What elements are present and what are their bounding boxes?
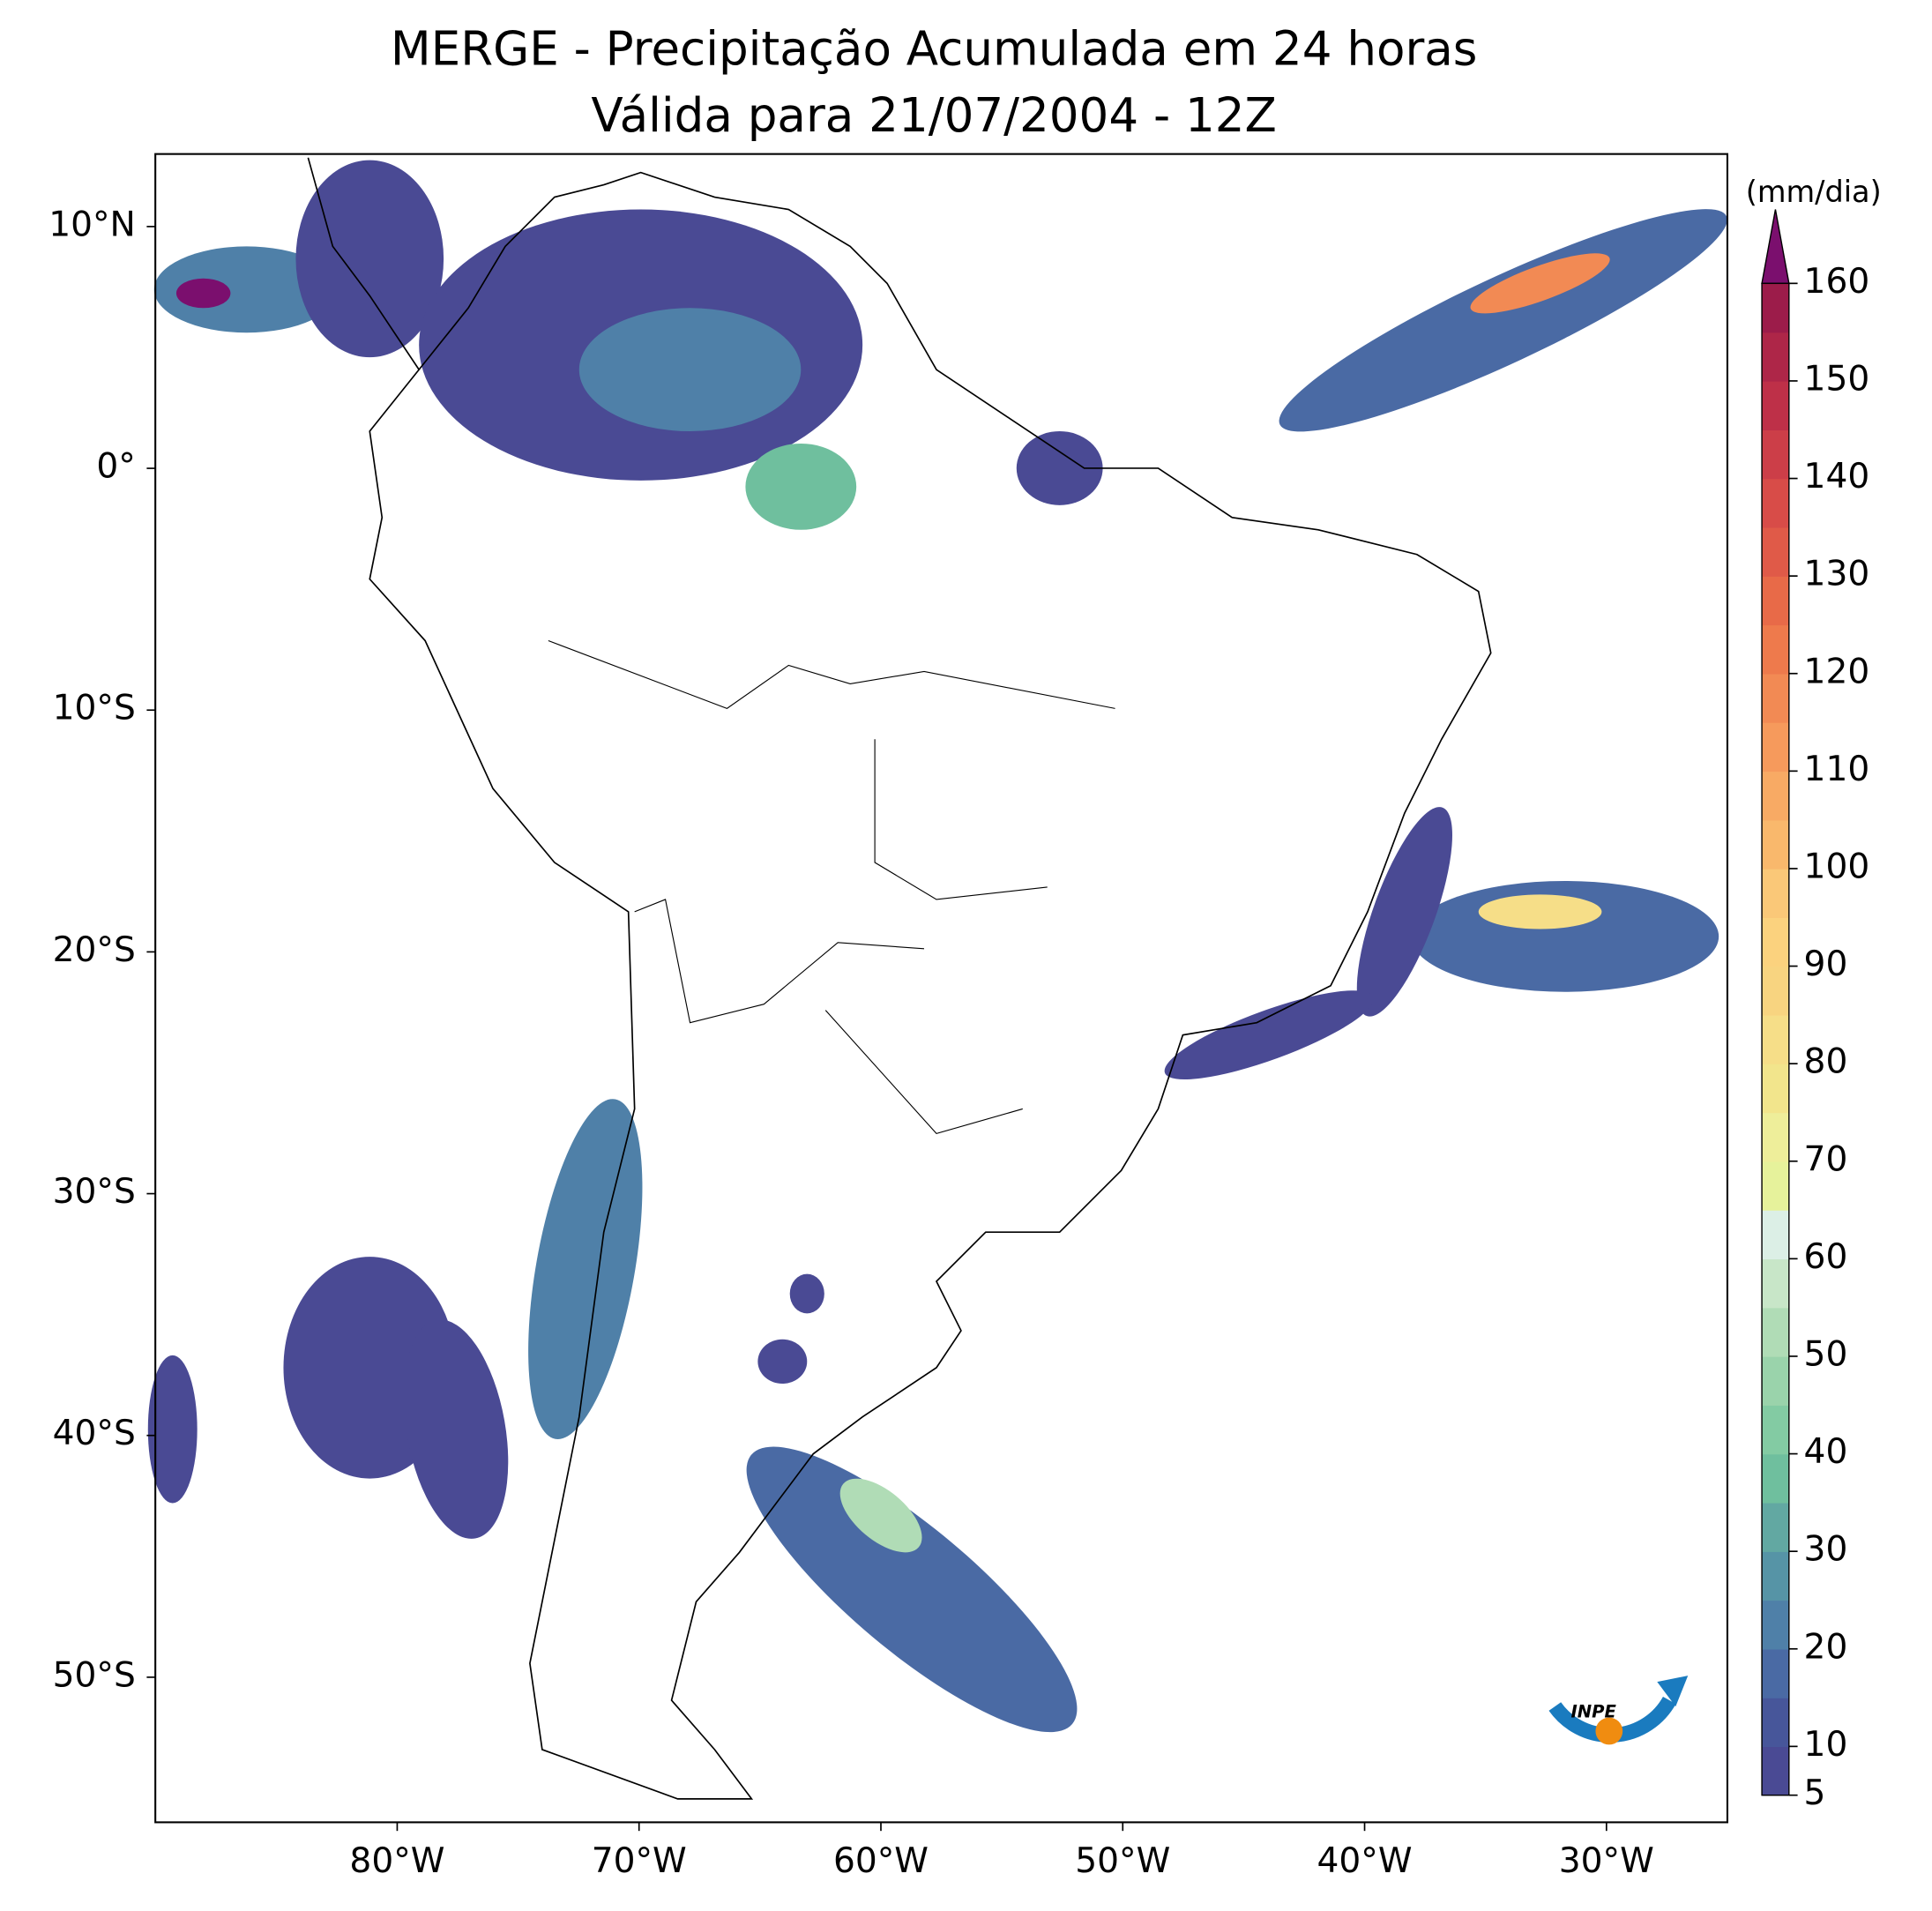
colorbar-band bbox=[1762, 673, 1789, 723]
colorbar-band bbox=[1762, 332, 1789, 382]
rain-area bbox=[175, 278, 231, 309]
colorbar-band bbox=[1762, 1648, 1789, 1698]
y-tick-label: 50°S bbox=[53, 1655, 136, 1695]
colorbar-band bbox=[1762, 868, 1789, 918]
map-frame bbox=[154, 153, 1728, 1824]
logo: INPE bbox=[1548, 1676, 1689, 1745]
colorbar-band bbox=[1762, 1161, 1789, 1211]
rain-area bbox=[578, 308, 802, 432]
rain-area bbox=[147, 1355, 198, 1504]
y-tick-label: 10°S bbox=[53, 689, 136, 728]
colorbar-tick-label: 70 bbox=[1804, 1139, 1848, 1179]
colorbar-tick-label: 10 bbox=[1804, 1725, 1848, 1765]
colorbar-band bbox=[1762, 1355, 1789, 1406]
colorbar-band bbox=[1762, 624, 1789, 675]
rain-area bbox=[1279, 209, 1727, 432]
y-tick-label: 0° bbox=[96, 447, 135, 487]
colorbar-tick-label: 20 bbox=[1804, 1627, 1848, 1667]
logo-text: INPE bbox=[1571, 1702, 1617, 1722]
colorbar-tick-label: 110 bbox=[1804, 750, 1870, 789]
colorbar-band bbox=[1762, 1210, 1789, 1260]
colorbar-band bbox=[1762, 429, 1789, 480]
colorbar-band bbox=[1762, 1698, 1789, 1748]
colorbar-tick-label: 5 bbox=[1804, 1773, 1826, 1813]
rain-area bbox=[757, 1339, 808, 1385]
colorbar-tick-label: 50 bbox=[1804, 1334, 1848, 1374]
colorbar-band bbox=[1762, 1453, 1789, 1504]
x-tick-label: 40°W bbox=[1317, 1841, 1413, 1881]
colorbar-band bbox=[1762, 283, 1789, 333]
logo-dot bbox=[1595, 1717, 1623, 1745]
rain-area bbox=[839, 1478, 922, 1553]
colorbar-tick-label: 40 bbox=[1804, 1432, 1848, 1472]
rain-area bbox=[1470, 253, 1610, 314]
rain-area bbox=[789, 1273, 824, 1314]
rain-area bbox=[1478, 894, 1602, 929]
borders bbox=[548, 640, 1115, 1135]
colorbar-label: (mm/dia) bbox=[1746, 175, 1882, 209]
y-tick-label: 40°S bbox=[53, 1414, 136, 1453]
colorbar-band bbox=[1762, 1551, 1789, 1601]
x-tick-label: 70°W bbox=[592, 1841, 687, 1881]
colorbar-band bbox=[1762, 1064, 1789, 1114]
rain-area bbox=[745, 443, 857, 530]
rain-area bbox=[153, 246, 339, 333]
colorbar-band bbox=[1762, 819, 1789, 870]
title: MERGE - Precipitação Acumulada em 24 hor… bbox=[391, 21, 1478, 76]
rain-area bbox=[528, 1099, 643, 1439]
colorbar-band bbox=[1762, 1112, 1789, 1162]
colorbar-band bbox=[1762, 1600, 1789, 1650]
colorbar-tick-label: 100 bbox=[1804, 847, 1870, 886]
rain-area bbox=[1356, 807, 1452, 1017]
colorbar-tick-label: 120 bbox=[1804, 652, 1870, 691]
colorbar-band bbox=[1762, 771, 1789, 821]
subtitle: Válida para 21/07/2004 - 12Z bbox=[591, 88, 1276, 143]
colorbar-band bbox=[1762, 1258, 1789, 1309]
colorbar-band bbox=[1762, 526, 1789, 577]
x-tick-label: 50°W bbox=[1075, 1841, 1170, 1881]
y-tick-label: 10°N bbox=[48, 205, 136, 244]
y-tick-label: 30°S bbox=[53, 1172, 136, 1212]
colorbar-band bbox=[1762, 1746, 1789, 1796]
y-tick-label: 20°S bbox=[53, 930, 136, 970]
colorbar-tick-label: 150 bbox=[1804, 359, 1870, 399]
rain-area bbox=[295, 160, 444, 358]
rain-area bbox=[746, 1446, 1078, 1733]
colorbar-band bbox=[1762, 1307, 1789, 1357]
x-tick-label: 30°W bbox=[1559, 1841, 1654, 1881]
colorbar-tick-label: 160 bbox=[1804, 262, 1870, 302]
precipitation bbox=[147, 160, 1727, 1733]
colorbar-tick-label: 30 bbox=[1804, 1530, 1848, 1570]
colorbar-band bbox=[1762, 722, 1789, 773]
colorbar-tick-label: 140 bbox=[1804, 457, 1870, 496]
colorbar-frame bbox=[1761, 282, 1790, 1796]
logo-arrow bbox=[1657, 1676, 1689, 1707]
x-tick-label: 60°W bbox=[833, 1841, 929, 1881]
colorbar-extend bbox=[1761, 209, 1790, 285]
colorbar-tick-label: 130 bbox=[1804, 555, 1870, 594]
coastline bbox=[307, 157, 1492, 1800]
rain-area bbox=[403, 1319, 509, 1539]
colorbar-band bbox=[1762, 1502, 1789, 1552]
rain-area bbox=[1016, 431, 1103, 505]
colorbar-band bbox=[1762, 1405, 1789, 1455]
colorbar-band bbox=[1762, 478, 1789, 528]
colorbar-band bbox=[1762, 576, 1789, 626]
x-tick-label: 80°W bbox=[349, 1841, 444, 1881]
colorbar-band bbox=[1762, 1014, 1789, 1064]
colorbar-tick-label: 90 bbox=[1804, 944, 1848, 984]
colorbar-band bbox=[1762, 966, 1789, 1016]
colorbar-tick-label: 80 bbox=[1804, 1042, 1848, 1082]
rain-area bbox=[1164, 990, 1374, 1080]
colorbar-band bbox=[1762, 380, 1789, 430]
colorbar-band bbox=[1762, 917, 1789, 967]
colorbar-tick-label: 60 bbox=[1804, 1237, 1848, 1277]
